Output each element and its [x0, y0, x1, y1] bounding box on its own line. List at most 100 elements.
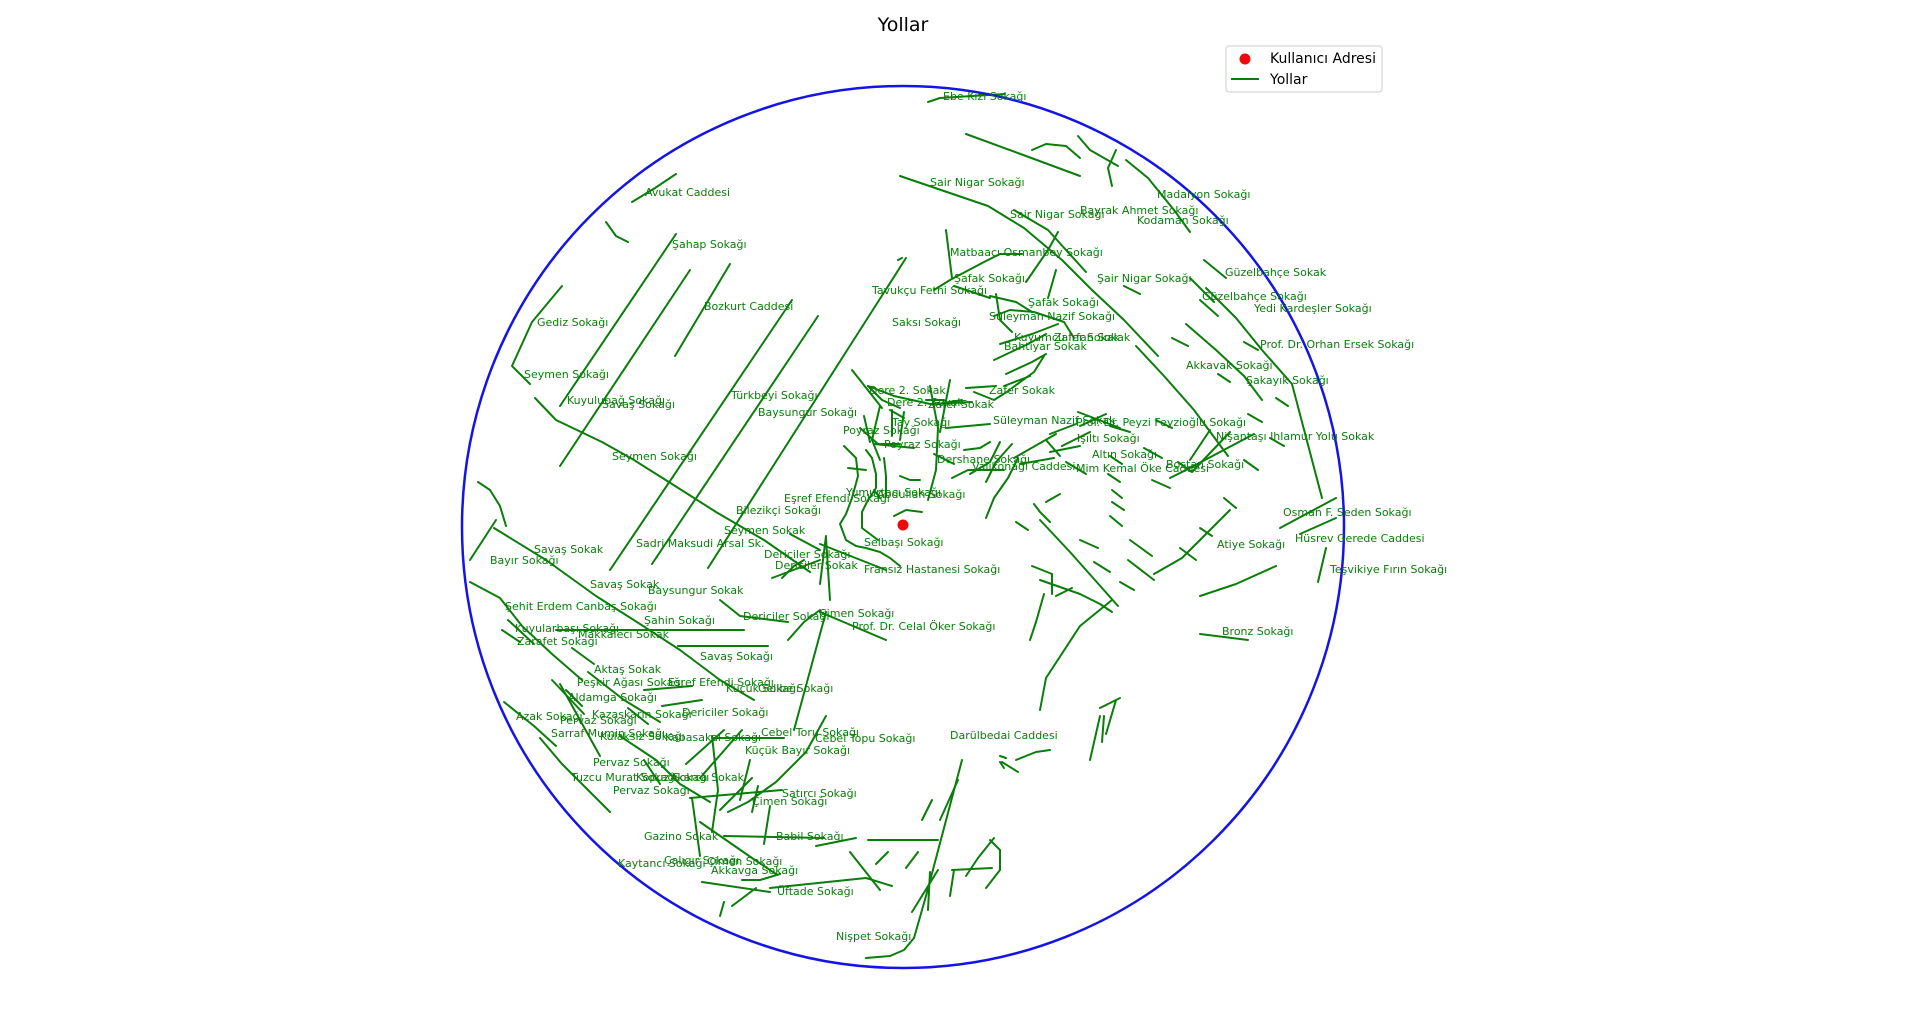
road-segment	[1015, 749, 1051, 761]
road-segment	[819, 543, 887, 571]
road-segment	[741, 873, 781, 881]
street-label: Mim Kemal Öke Caddesi	[1076, 462, 1209, 475]
street-label: Dericiler Sokağı	[764, 548, 850, 561]
road-segment	[999, 323, 1059, 345]
road-segment	[1033, 503, 1051, 523]
road-segment	[493, 527, 755, 701]
road-segment	[953, 285, 991, 299]
road-segment	[723, 835, 825, 839]
road-segment	[995, 293, 1013, 333]
road-segment	[1205, 287, 1323, 499]
road-segment	[849, 851, 881, 891]
road-segment	[1111, 501, 1125, 511]
street-label: Fransız Hastanesi Sokağı	[864, 563, 1000, 576]
street-label: Şafak Sokağı	[954, 272, 1025, 285]
road-segment	[867, 385, 973, 405]
road-segment	[559, 683, 601, 757]
road-segment	[1039, 579, 1113, 613]
road-segment	[1179, 547, 1197, 561]
street-label: Işıltı Sokağı	[1077, 432, 1140, 445]
street-label: Kuyumcu İrfan Sokak	[1014, 331, 1131, 344]
road-segment	[1101, 715, 1105, 743]
street-label: Süleyman Nazif Sokak	[993, 414, 1116, 427]
road-segment	[1019, 457, 1055, 465]
road-segment	[1079, 539, 1099, 549]
street-label: Tavukçu Fethi Sokağı	[871, 284, 987, 297]
road-segment	[751, 785, 759, 813]
street-label: Zafer Sokak	[1054, 331, 1121, 344]
road-segment	[893, 509, 923, 517]
road-segment	[1107, 473, 1121, 483]
road-segment	[719, 599, 789, 623]
street-label: Babil Sokağı	[776, 830, 844, 843]
street-label: Kulaksız Sokağı	[600, 730, 685, 743]
road-segment	[1011, 355, 1045, 389]
road-segment	[793, 611, 827, 731]
road-segment	[1077, 411, 1121, 429]
road-segment	[945, 423, 991, 429]
street-label: Çimen Sokağı	[752, 795, 827, 808]
street-label: Bronz Sokağı	[1222, 625, 1293, 638]
road-segment	[965, 133, 1081, 177]
street-label: Gediz Sokağı	[537, 316, 608, 329]
street-label: Aldamga Sokağı	[568, 691, 657, 704]
road-segment	[643, 685, 693, 691]
street-label: Dericiler Sokağı	[682, 706, 768, 719]
road-segment	[883, 457, 887, 497]
road-segment	[1199, 299, 1219, 317]
street-label: Cebel Toru Sokağı	[761, 726, 859, 739]
road-segment	[534, 397, 811, 573]
road-segment	[1127, 559, 1155, 581]
road-segment	[819, 535, 827, 585]
street-label: Pervaz Sokağı	[613, 784, 690, 797]
road-segment	[1077, 135, 1119, 167]
street-label: Ebe Kızı Sokağı	[943, 90, 1026, 103]
street-label: Çalıgır Sokağı	[664, 854, 739, 867]
legend-user-marker	[1239, 53, 1251, 65]
road-segment	[1199, 565, 1277, 597]
street-label: Matbaacı Osmanbey Sokağı	[950, 246, 1103, 259]
road-segment	[1199, 633, 1249, 641]
street-label: Poyraz Sokağı	[884, 438, 961, 451]
road-segment	[727, 715, 827, 813]
road-segment	[949, 869, 955, 897]
road-segment	[651, 315, 819, 565]
road-segment	[815, 837, 857, 847]
street-labels: Ebe Kızı Sokağı Avukat Caddesi Sair Nigar …	[490, 90, 1447, 943]
road-segment	[1185, 323, 1263, 401]
street-label: Gazino Sokak	[644, 830, 719, 843]
road-segment	[674, 263, 731, 357]
road-segment	[1039, 519, 1119, 607]
street-label: Gelibe Sokağı	[758, 682, 833, 695]
street-label: Üftade Sokağı	[777, 885, 854, 898]
road-segment	[789, 533, 821, 551]
road-segment	[1125, 159, 1191, 233]
road-segment	[1123, 285, 1141, 295]
street-label: Süleyman Nazif Sokağı	[989, 310, 1115, 323]
road-segment	[825, 537, 831, 601]
road-segment	[897, 257, 903, 261]
street-label: Eşref Efendi Sokağı	[668, 676, 774, 689]
street-label: Savaş Sokağı	[602, 398, 675, 411]
road-segment	[865, 759, 963, 959]
road-segment	[1001, 761, 1019, 773]
road-segment	[1093, 561, 1111, 573]
road-segment	[1153, 509, 1231, 575]
street-label: Yumurtacı Sokağı	[845, 486, 941, 499]
street-label: Dershane Sokağı	[937, 453, 1030, 466]
road-segment	[1243, 341, 1259, 351]
legend-road-label: Yollar	[1269, 72, 1308, 88]
street-label: Baysungur Sokağı	[758, 406, 857, 419]
road-segment	[963, 441, 991, 451]
road-segment	[939, 379, 951, 433]
street-label: Prof. Dr. Celal Öker Sokağı	[852, 620, 995, 633]
street-label: Pervaz Sokağı	[560, 714, 637, 727]
street-label: Avukat Caddesi	[645, 186, 730, 199]
road-segment	[933, 453, 955, 465]
road-segment	[609, 299, 793, 571]
road-segment	[739, 759, 751, 801]
road-segment	[1047, 269, 1057, 299]
road-segment	[1039, 599, 1113, 711]
road-segment	[1151, 479, 1171, 489]
street-label: Prof. Dr. Orhan Ersek Sokağı	[1260, 338, 1414, 351]
